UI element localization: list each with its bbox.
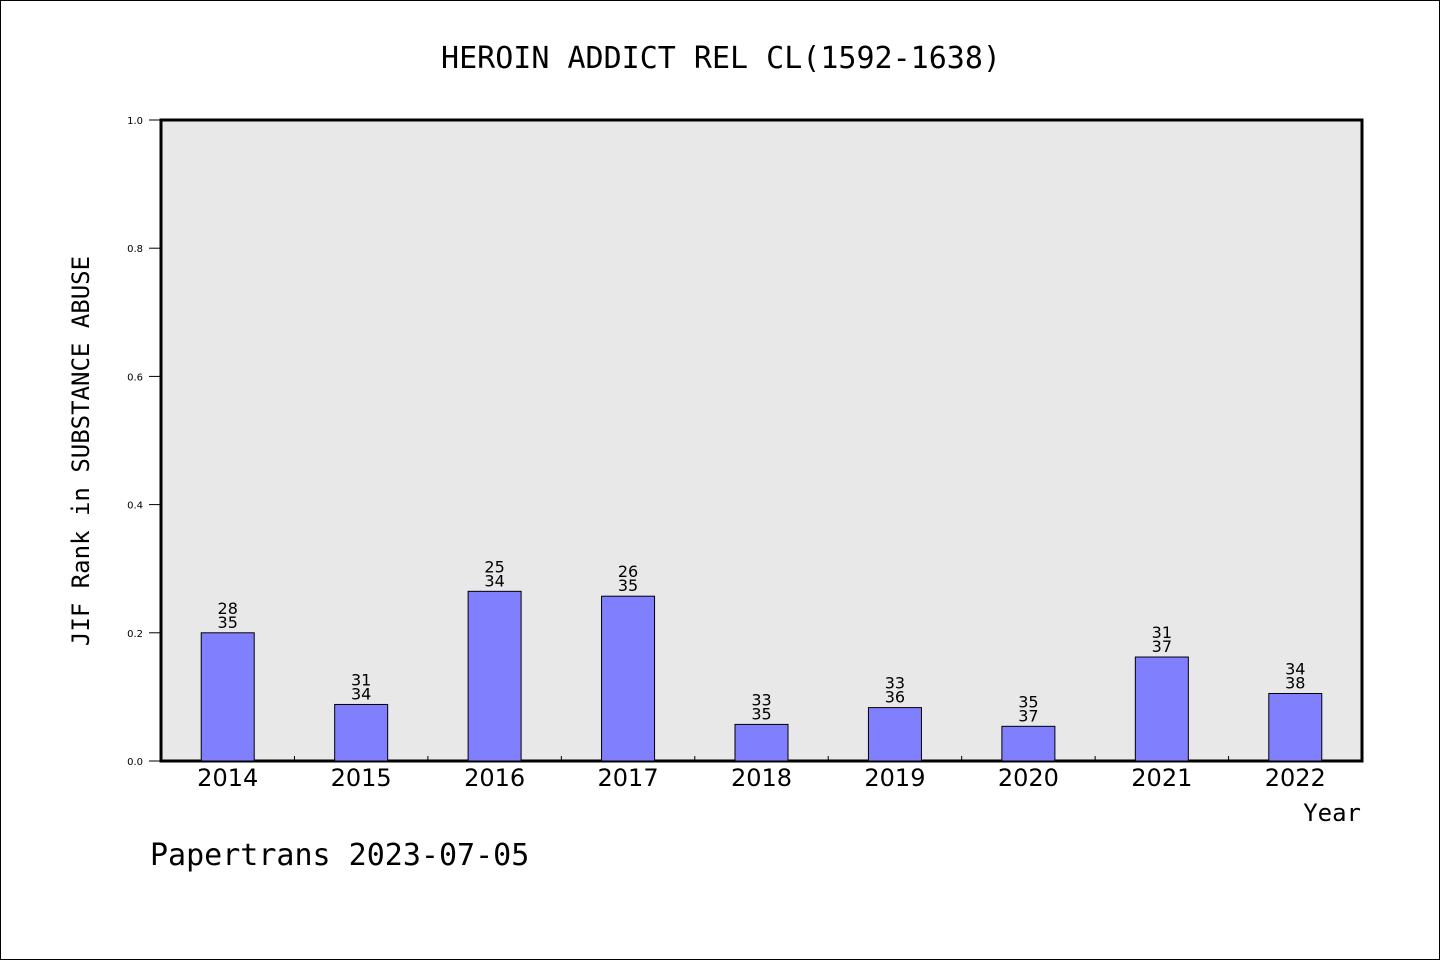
- bar-label-rank: 31: [351, 670, 371, 689]
- footer-watermark: Papertrans 2023-07-05: [150, 838, 529, 873]
- y-tick-label: 0.4: [127, 501, 143, 512]
- bar-label-total: 37: [1018, 706, 1038, 725]
- bar: [1001, 725, 1056, 762]
- y-axis: 0.0 0.2 0.4 0.6 0.8 1.0: [127, 116, 161, 768]
- bar-label-rank: 25: [484, 557, 504, 576]
- bar: [334, 703, 389, 762]
- x-tick-label: 2015: [331, 764, 392, 792]
- bar-label-total: 36: [885, 688, 905, 707]
- bar: [734, 723, 789, 762]
- x-axis-label: Year: [1303, 799, 1361, 827]
- x-tick-label: 2020: [998, 764, 1059, 792]
- bar-label-rank: 28: [218, 599, 238, 618]
- bar-label-total: 34: [351, 684, 371, 703]
- bar-label-rank: 26: [618, 562, 638, 581]
- bar-label-rank: 31: [1152, 623, 1172, 642]
- x-tick-label: 2018: [731, 764, 792, 792]
- bar-label-rank: 34: [1285, 660, 1305, 679]
- bar-label-total: 37: [1152, 637, 1172, 656]
- y-tick-label: 1.0: [127, 116, 143, 127]
- bar-label-total: 34: [484, 571, 504, 590]
- bar-label-rank: 33: [751, 690, 771, 709]
- bar-label-total: 35: [218, 613, 238, 632]
- bar: [1268, 693, 1323, 762]
- bar: [467, 590, 522, 762]
- bar: [200, 632, 255, 762]
- x-tick-label: 2014: [197, 764, 258, 792]
- chart-title: HEROIN ADDICT REL CL(1592-1638): [441, 41, 1001, 76]
- y-tick-label: 0.2: [127, 629, 143, 640]
- y-tick-label: 0.0: [127, 757, 143, 768]
- y-tick-label: 0.6: [127, 372, 143, 383]
- bar-label-rank: 33: [885, 674, 905, 693]
- bar: [601, 595, 656, 762]
- bar-label-total: 35: [618, 576, 638, 595]
- x-tick-label: 2016: [464, 764, 525, 792]
- bar-label-total: 38: [1285, 674, 1305, 693]
- bar-label-rank: 35: [1018, 692, 1038, 711]
- bar: [1134, 656, 1189, 762]
- y-axis-label: JIF Rank in SUBSTANCE ABUSE: [67, 256, 95, 646]
- bar-label-total: 35: [751, 704, 771, 723]
- y-tick-label: 0.8: [127, 244, 143, 255]
- x-tick-label: 2022: [1265, 764, 1326, 792]
- x-tick-label: 2021: [1131, 764, 1192, 792]
- x-tick-label: 2019: [864, 764, 925, 792]
- x-tick-label: 2017: [598, 764, 659, 792]
- bar: [867, 707, 922, 762]
- x-axis: 2014 2015 2016 2017 2018 2019 2020 2021 2022: [197, 756, 1326, 792]
- plot-area: [159, 118, 1364, 763]
